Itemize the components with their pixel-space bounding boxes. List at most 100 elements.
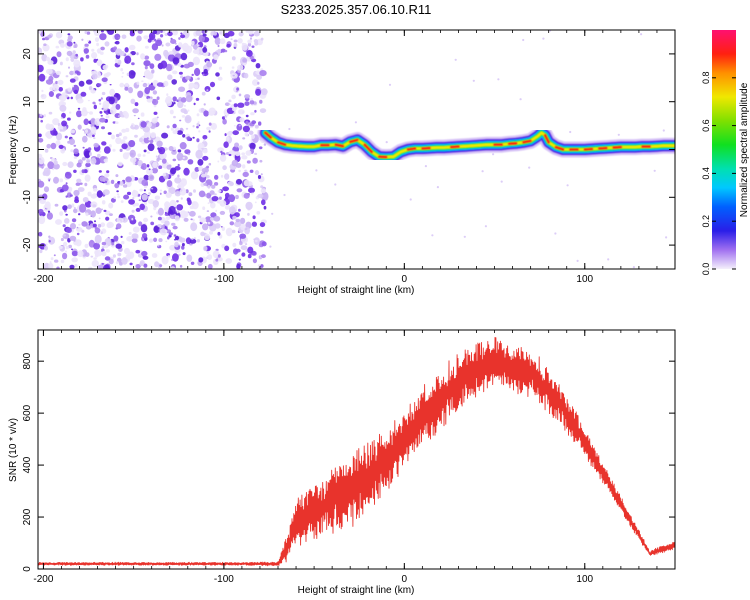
noise-speck bbox=[207, 202, 210, 205]
noise-speck bbox=[164, 33, 169, 36]
noise-speck bbox=[126, 236, 134, 242]
noise-speck bbox=[196, 138, 200, 143]
noise-speck bbox=[159, 228, 168, 236]
noise-speck bbox=[208, 162, 212, 166]
noise-speck bbox=[220, 226, 223, 228]
noise-speck bbox=[222, 186, 230, 192]
noise-speck bbox=[91, 52, 98, 59]
noise-speck bbox=[69, 264, 75, 269]
noise-speck bbox=[129, 149, 136, 158]
noise-speck bbox=[84, 243, 89, 249]
noise-speck bbox=[232, 74, 235, 77]
noise-speck bbox=[81, 38, 84, 41]
noise-speck bbox=[105, 216, 110, 221]
noise-speck bbox=[77, 187, 85, 192]
noise-speck bbox=[108, 258, 114, 265]
noise-speck bbox=[93, 242, 100, 250]
noise-speck bbox=[235, 248, 241, 253]
noise-speck bbox=[38, 231, 43, 237]
noise-speck bbox=[70, 149, 74, 153]
noise-speck bbox=[146, 164, 150, 168]
noise-speck bbox=[62, 224, 66, 228]
noise-speck bbox=[115, 121, 119, 124]
noise-speck bbox=[65, 57, 69, 62]
noise-speck bbox=[74, 70, 79, 74]
noise-speck bbox=[224, 49, 228, 53]
noise-speck bbox=[60, 116, 63, 119]
noise-speck bbox=[167, 31, 173, 37]
noise-speck bbox=[149, 63, 155, 69]
noise-speck bbox=[492, 153, 495, 156]
noise-speck bbox=[234, 151, 241, 157]
noise-speck bbox=[180, 75, 184, 79]
colorbar-tick-label: 0.0 bbox=[701, 263, 711, 276]
noise-speck bbox=[84, 200, 92, 208]
noise-speck bbox=[101, 77, 108, 82]
noise-speck bbox=[256, 74, 262, 80]
noise-speck bbox=[200, 173, 207, 178]
noise-speck bbox=[161, 132, 169, 139]
noise-speck bbox=[86, 31, 91, 35]
noise-speck bbox=[50, 257, 54, 261]
noise-speck bbox=[82, 135, 88, 143]
noise-speck bbox=[125, 127, 130, 133]
noise-speck bbox=[242, 58, 248, 63]
ridge-peak bbox=[406, 147, 417, 151]
noise-speck bbox=[131, 233, 139, 239]
noise-speck bbox=[59, 211, 64, 217]
noise-speck bbox=[98, 102, 102, 106]
noise-speck bbox=[60, 147, 66, 154]
ridge-peak bbox=[449, 145, 460, 149]
noise-speck bbox=[143, 189, 146, 192]
noise-speck bbox=[96, 48, 102, 54]
noise-speck bbox=[67, 117, 71, 121]
noise-speck bbox=[84, 43, 89, 47]
noise-speck bbox=[260, 88, 268, 96]
noise-speck bbox=[239, 233, 247, 239]
noise-speck bbox=[106, 222, 112, 229]
noise-speck bbox=[55, 140, 61, 146]
noise-speck bbox=[180, 32, 183, 35]
noise-speck bbox=[187, 159, 194, 165]
noise-speck bbox=[235, 90, 239, 93]
noise-speck bbox=[222, 118, 227, 125]
noise-speck bbox=[248, 187, 255, 194]
noise-speck bbox=[78, 223, 81, 226]
noise-speck bbox=[154, 53, 162, 61]
noise-speck bbox=[93, 137, 96, 140]
noise-speck bbox=[128, 70, 136, 79]
noise-speck bbox=[249, 130, 254, 136]
noise-speck bbox=[354, 121, 357, 124]
noise-speck bbox=[67, 33, 71, 36]
noise-speck bbox=[178, 71, 183, 75]
noise-speck bbox=[171, 79, 177, 85]
noise-speck bbox=[224, 133, 227, 137]
noise-speck bbox=[211, 196, 219, 202]
noise-speck bbox=[109, 106, 117, 115]
noise-speck bbox=[260, 264, 264, 268]
noise-speck bbox=[200, 107, 205, 113]
noise-speck bbox=[93, 30, 100, 36]
noise-speck bbox=[88, 266, 93, 269]
noise-speck bbox=[258, 121, 262, 126]
noise-speck bbox=[216, 96, 221, 101]
noise-speck bbox=[219, 154, 227, 162]
noise-speck bbox=[39, 249, 43, 254]
noise-speck bbox=[186, 136, 191, 142]
noise-speck bbox=[542, 37, 545, 40]
noise-speck bbox=[180, 52, 188, 61]
noise-speck bbox=[201, 91, 206, 96]
noise-speck bbox=[234, 142, 240, 148]
noise-speck bbox=[194, 84, 199, 89]
noise-speck bbox=[233, 39, 238, 43]
noise-speck bbox=[128, 214, 136, 222]
noise-speck bbox=[90, 157, 97, 165]
noise-speck bbox=[204, 86, 211, 92]
noise-speck bbox=[62, 234, 66, 237]
noise-speck bbox=[68, 244, 72, 249]
noise-speck bbox=[202, 47, 208, 53]
noise-speck bbox=[90, 89, 96, 94]
noise-speck bbox=[522, 38, 525, 42]
noise-speck bbox=[201, 167, 209, 173]
noise-speck bbox=[88, 86, 93, 91]
